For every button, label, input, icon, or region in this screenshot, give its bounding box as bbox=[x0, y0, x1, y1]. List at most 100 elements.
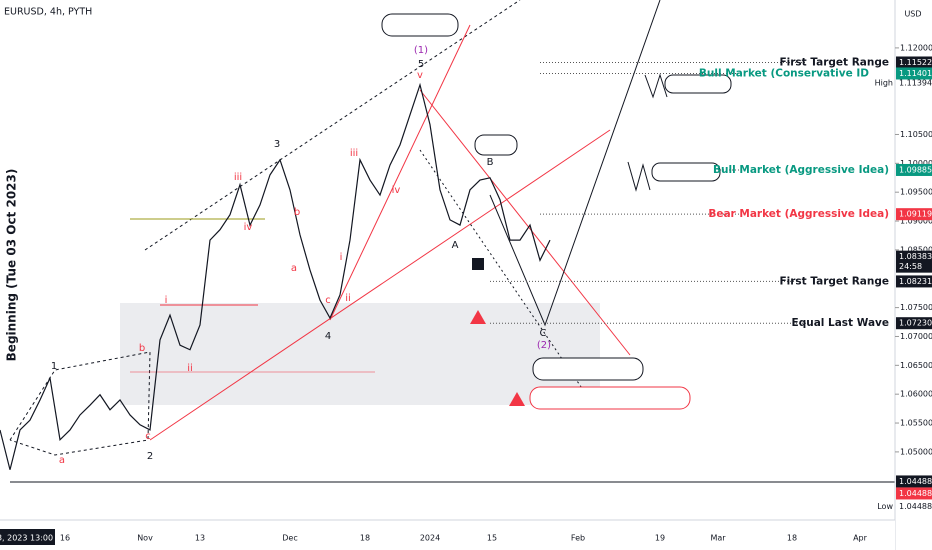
first-trend-line bbox=[329, 24, 471, 321]
x-tick-label: 13 bbox=[195, 534, 205, 543]
y-tick-label: 1.06000 bbox=[900, 390, 932, 399]
x-tick-label: Feb bbox=[571, 534, 585, 543]
price-label: 1.07230 bbox=[899, 319, 932, 328]
y-tick-label: 1.12000 bbox=[900, 43, 932, 52]
price-label-note: High bbox=[875, 78, 893, 87]
y-tick-label: 1.07500 bbox=[900, 303, 932, 312]
box bbox=[532, 357, 644, 381]
x-tick-label: 3, 2023 13:00 bbox=[0, 534, 53, 543]
level-label: First Target Range bbox=[779, 275, 889, 287]
price-label-box bbox=[896, 208, 932, 221]
x-tick-label: 2024 bbox=[420, 534, 440, 543]
price-label: 1.08383 bbox=[899, 252, 932, 261]
wave-label: A bbox=[452, 240, 459, 251]
price-label: 1.04488 bbox=[899, 502, 932, 511]
price-label-box bbox=[896, 67, 932, 80]
wave-label: ii bbox=[187, 363, 193, 374]
zone bbox=[120, 303, 600, 405]
price-label: 1.11522 bbox=[899, 58, 932, 67]
price-axis bbox=[895, 0, 932, 550]
box bbox=[664, 74, 732, 94]
zigzag bbox=[644, 73, 668, 99]
projection bbox=[489, 0, 661, 327]
y-axis-label: Beginning (Tue 03 Oct 2023) bbox=[5, 169, 19, 362]
box bbox=[529, 386, 691, 410]
drawings bbox=[9, 0, 895, 483]
level-label: First Target Range bbox=[779, 56, 889, 68]
date-box bbox=[0, 529, 55, 545]
warning-icon bbox=[509, 392, 525, 406]
price-label: 1.04488 bbox=[899, 489, 932, 498]
wave-label: 3 bbox=[274, 139, 280, 150]
price-label-note: Low bbox=[877, 502, 893, 511]
x-tick-label: 15 bbox=[487, 534, 497, 543]
level-label: Bull Market (Conservative ID bbox=[699, 67, 869, 79]
price-line bbox=[0, 82, 551, 470]
currency: USD bbox=[904, 10, 921, 19]
box bbox=[474, 134, 518, 156]
wave-label: 5 bbox=[418, 59, 424, 70]
top-channel bbox=[419, 89, 631, 356]
ticks: 1.05000 1.05500 1.06000 1.06500 1.07000 1.075… bbox=[895, 43, 932, 456]
warning-icon bbox=[470, 310, 486, 324]
wave-label: iv bbox=[244, 222, 253, 233]
wave-label: i bbox=[340, 252, 343, 263]
wave-label: (1) bbox=[414, 45, 428, 56]
zigzag bbox=[627, 161, 651, 192]
price-label-box bbox=[896, 487, 932, 500]
y-tick-label: 1.05000 bbox=[900, 447, 932, 456]
x-tick-label: 19 bbox=[655, 534, 665, 543]
price-label-box bbox=[896, 250, 932, 273]
x-tick-label: Nov bbox=[137, 534, 153, 543]
x-tick-label: Apr bbox=[853, 534, 868, 543]
wave-label: 1 bbox=[51, 361, 57, 372]
x-tick-label: 18 bbox=[360, 534, 370, 543]
y-tick-label: 1.06500 bbox=[900, 361, 932, 370]
y-tick-label: 1.05500 bbox=[900, 419, 932, 428]
x-tick-label: 18 bbox=[787, 534, 797, 543]
wave-one-box bbox=[9, 351, 151, 456]
price-label-box bbox=[896, 56, 932, 69]
price-label: 1.09885 bbox=[899, 165, 932, 174]
level-label: Bull Market (Aggressive Idea) bbox=[713, 164, 889, 176]
box bbox=[381, 13, 459, 37]
wave-label: ii bbox=[345, 293, 351, 304]
y-tick-label: 1.09000 bbox=[900, 217, 932, 226]
wave-label: i bbox=[165, 295, 168, 306]
wave-label: B bbox=[487, 157, 494, 168]
price-label: 1.09119 bbox=[899, 210, 932, 219]
price-label: 1.11401 bbox=[899, 69, 932, 78]
y-tick-label: 1.10000 bbox=[900, 159, 932, 168]
wave-label: b bbox=[294, 207, 300, 218]
price-label-box bbox=[896, 163, 932, 176]
level-label: Equal Last Wave bbox=[792, 317, 889, 329]
price-label-box bbox=[896, 475, 932, 488]
y-tick-label: 1.09500 bbox=[900, 188, 932, 197]
y-tick-label: 1.07000 bbox=[900, 332, 932, 341]
wave-label: iii bbox=[350, 148, 358, 159]
price-label: 1.08231 bbox=[899, 277, 932, 286]
price-label: 1.04488 bbox=[899, 477, 932, 486]
time-axis bbox=[0, 520, 895, 550]
y-tick-label: 1.10500 bbox=[900, 130, 932, 139]
flag-icon bbox=[472, 258, 484, 270]
price-label-box bbox=[896, 275, 932, 288]
wave-label: iii bbox=[234, 172, 242, 183]
wave-label: a bbox=[291, 263, 297, 274]
price-label-note: 24:58 bbox=[899, 262, 922, 271]
level-label: Bear Market (Aggressive Idea) bbox=[708, 208, 889, 220]
channel-bottom bbox=[149, 129, 611, 441]
x-tick-label: Dec bbox=[282, 534, 297, 543]
y-tick-label: 1.08500 bbox=[900, 245, 932, 254]
wave-label: iv bbox=[392, 185, 401, 196]
wave-label: 4 bbox=[325, 331, 331, 342]
wave-label: c bbox=[325, 295, 331, 306]
price-label-box bbox=[896, 317, 932, 330]
wave-label: c bbox=[145, 431, 151, 442]
x-tick-label: 16 bbox=[60, 534, 70, 543]
price-label: 1.11394 bbox=[899, 78, 932, 87]
x-tick-label: Mar bbox=[710, 534, 726, 543]
wave-label: b bbox=[139, 343, 145, 354]
wave-label: (2) bbox=[537, 340, 551, 351]
